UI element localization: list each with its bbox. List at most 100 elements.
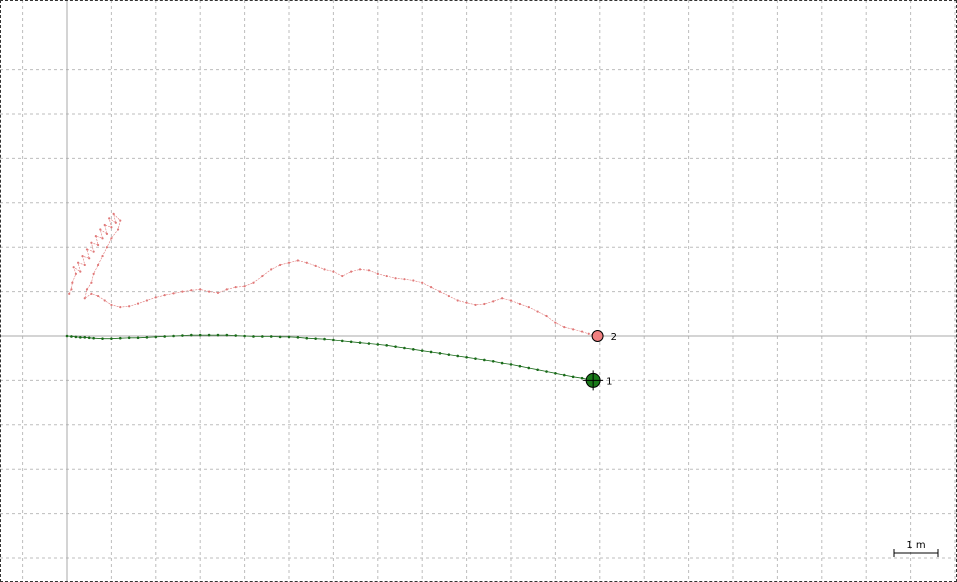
track-point-1	[92, 336, 95, 340]
track-point-1	[554, 371, 557, 375]
track-point-1	[447, 353, 451, 356]
track-point-2	[112, 212, 115, 215]
track-point-2	[314, 264, 317, 267]
track-point-1	[456, 354, 460, 358]
scale-bar: 1 m	[893, 540, 939, 557]
track-point-1	[287, 335, 291, 339]
track-point-1	[376, 343, 380, 346]
track-point-2	[270, 268, 273, 271]
track-point-1	[438, 352, 442, 355]
track-point-2	[103, 223, 106, 227]
track-point-2	[465, 301, 468, 304]
track-point-2	[483, 302, 486, 306]
track-point-2	[367, 269, 371, 272]
track-point-2	[136, 302, 140, 305]
track-point-1	[252, 335, 255, 338]
track-point-2	[99, 228, 102, 231]
track-point-2	[92, 272, 95, 275]
track-point-2	[527, 306, 530, 309]
track-point-1	[394, 345, 397, 348]
track-point-2	[163, 294, 166, 297]
track-point-1	[562, 373, 566, 377]
track-point-1	[332, 338, 335, 342]
track-point-1	[243, 334, 246, 338]
track-point-2	[110, 237, 113, 240]
track-point-1	[580, 376, 584, 380]
track-point-2	[447, 294, 450, 298]
track-point-2	[96, 243, 100, 247]
track-point-2	[94, 235, 97, 238]
track-point-1	[225, 333, 229, 337]
track-point-2	[394, 277, 397, 280]
track-point-1	[349, 340, 353, 344]
track-point-2	[207, 290, 211, 293]
track-point-2	[305, 261, 308, 264]
track-point-1	[509, 363, 513, 366]
track-point-1	[154, 335, 158, 339]
track-point-2	[438, 290, 442, 293]
track-point-2	[110, 303, 113, 307]
track-point-1	[65, 334, 69, 338]
track-point-1	[207, 333, 211, 337]
track-point-1	[127, 336, 131, 340]
track-point-1	[420, 349, 424, 352]
track-point-2	[96, 294, 100, 298]
track-point-2	[376, 272, 379, 275]
track-point-2	[145, 299, 149, 302]
track-point-2	[154, 296, 157, 299]
track-point-2	[412, 279, 415, 282]
track-point-1	[367, 342, 371, 345]
track-point-2	[261, 274, 264, 278]
track-point-2	[116, 228, 120, 231]
track-point-1	[190, 333, 193, 337]
scale-bar-label: 1 m	[906, 540, 925, 551]
track-point-2	[105, 232, 109, 235]
track-point-2	[323, 268, 326, 271]
track-point-1	[118, 336, 122, 340]
track-point-2	[296, 259, 299, 262]
track-point-2	[429, 286, 433, 289]
track-point-1	[83, 336, 87, 339]
track-point-2	[287, 261, 291, 264]
track-point-1	[181, 334, 184, 337]
track-point-2	[279, 263, 282, 267]
track-point-2	[128, 305, 131, 308]
track-point-2	[119, 219, 122, 222]
track-point-2	[536, 310, 539, 313]
track-point-1	[74, 335, 78, 339]
track-point-2	[172, 292, 175, 295]
track-point-2	[92, 250, 95, 253]
track-point-2	[501, 297, 504, 300]
track-point-2	[77, 261, 80, 264]
track-point-1	[571, 375, 575, 379]
track-point-2	[234, 286, 237, 289]
track-point-2	[587, 332, 590, 335]
track-point-2	[90, 241, 93, 244]
track-point-1	[323, 337, 326, 341]
track-point-1	[101, 337, 104, 340]
track-point-1	[545, 370, 548, 373]
track-point-1	[340, 339, 344, 343]
track-point-1	[483, 358, 486, 362]
track-point-2	[85, 248, 89, 251]
track-point-1	[87, 336, 91, 340]
track-end-label-2: 2	[611, 332, 617, 343]
track-point-2	[421, 281, 424, 284]
track-point-1	[527, 366, 531, 370]
track-point-2	[252, 281, 255, 284]
track-point-2	[580, 330, 584, 333]
track-point-2	[119, 306, 122, 309]
track-point-1	[500, 361, 504, 365]
track-point-1	[261, 335, 264, 338]
track-point-2	[85, 288, 89, 291]
track-point-2	[216, 291, 220, 295]
track-point-2	[243, 285, 246, 288]
track-point-2	[71, 281, 74, 284]
track-point-2	[103, 299, 106, 302]
track-point-2	[68, 292, 71, 295]
track-point-2	[70, 288, 73, 291]
track-point-2	[332, 270, 335, 273]
track-point-1	[296, 336, 300, 339]
